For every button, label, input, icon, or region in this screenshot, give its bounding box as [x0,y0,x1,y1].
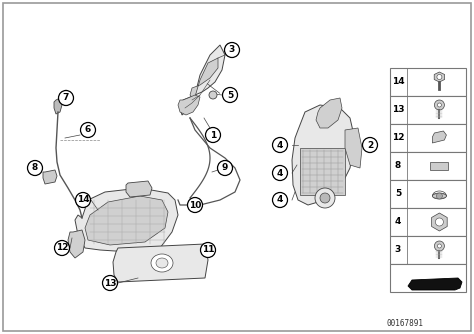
Text: 11: 11 [202,245,214,255]
Text: 9: 9 [222,164,228,172]
Text: 12: 12 [392,134,404,143]
Bar [390,264,466,292]
Polygon shape [432,131,447,143]
Polygon shape [85,196,168,245]
Polygon shape [178,95,200,115]
Circle shape [58,91,73,106]
Circle shape [320,193,330,203]
Circle shape [434,100,445,110]
Circle shape [75,192,91,207]
Text: 3: 3 [395,245,401,255]
Ellipse shape [432,193,447,198]
Circle shape [273,166,288,180]
Circle shape [102,276,118,291]
Circle shape [315,188,335,208]
Text: 00167891: 00167891 [387,320,424,329]
Circle shape [438,244,441,248]
Circle shape [27,161,43,175]
Text: 12: 12 [56,243,68,253]
Circle shape [55,240,70,256]
Bar [390,180,466,208]
Ellipse shape [156,258,168,268]
Text: 10: 10 [189,200,201,209]
Polygon shape [180,45,225,115]
Bar [390,236,466,264]
Bar [390,68,466,96]
Text: 13: 13 [392,106,404,115]
Polygon shape [54,98,62,114]
Text: 2: 2 [367,141,373,150]
Bar [390,124,466,152]
Bar [390,208,466,236]
Circle shape [225,42,239,57]
Bar [430,162,448,170]
Text: 8: 8 [395,162,401,170]
Bar [300,148,345,195]
Circle shape [81,123,95,138]
Circle shape [273,138,288,153]
Polygon shape [43,170,57,184]
Text: 14: 14 [392,77,404,87]
Polygon shape [432,213,447,231]
Circle shape [434,241,445,251]
Text: 4: 4 [395,217,401,226]
Polygon shape [434,72,445,82]
Circle shape [437,74,442,79]
Polygon shape [113,244,208,282]
Polygon shape [68,230,85,258]
Text: 4: 4 [277,141,283,150]
Text: 5: 5 [227,91,233,100]
Circle shape [438,103,441,107]
Circle shape [206,128,220,143]
Polygon shape [408,278,462,290]
Text: 5: 5 [395,189,401,198]
Text: 4: 4 [277,168,283,177]
Circle shape [188,197,202,212]
Circle shape [209,91,217,99]
Ellipse shape [432,193,447,199]
Circle shape [436,218,443,226]
Circle shape [218,161,233,175]
Circle shape [363,138,377,153]
Text: 7: 7 [63,94,69,103]
Bar [390,96,466,124]
Polygon shape [345,128,362,168]
Ellipse shape [151,254,173,272]
Text: 4: 4 [277,195,283,204]
Circle shape [222,88,237,103]
Text: 1: 1 [210,131,216,140]
Polygon shape [316,98,342,128]
Text: 14: 14 [77,195,89,204]
Text: 13: 13 [104,279,116,288]
Text: 6: 6 [85,126,91,135]
Circle shape [437,193,442,199]
Circle shape [201,242,216,258]
Circle shape [273,192,288,207]
Polygon shape [292,105,355,205]
Text: 8: 8 [32,164,38,172]
Polygon shape [75,188,178,252]
Polygon shape [126,181,152,197]
Polygon shape [190,58,218,100]
Bar [390,152,466,180]
Text: 3: 3 [229,45,235,54]
